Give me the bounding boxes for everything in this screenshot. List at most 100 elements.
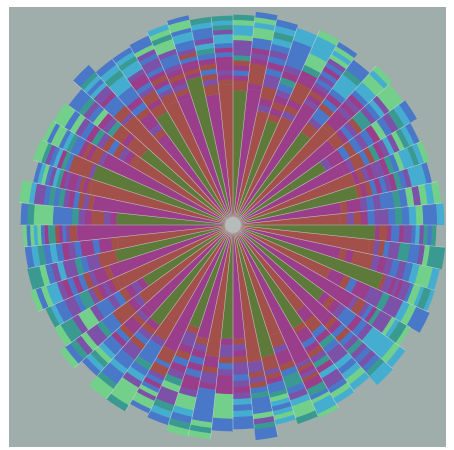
sector-band-41-4-1 — [35, 287, 49, 310]
sector-band-16-4-1 — [431, 246, 441, 269]
sector-band-59-1-2 — [215, 56, 233, 63]
sector-band-36-2-1 — [117, 348, 136, 365]
sector-separator-36 — [106, 224, 234, 400]
sector-band-12-4-1 — [416, 163, 428, 185]
sector-band-34-3-2 — [136, 388, 157, 402]
sector-band-12-2-0 — [383, 174, 393, 193]
sector-band-23-0-1 — [299, 309, 314, 323]
sector-band-37-0-2 — [131, 312, 146, 327]
sector-band-2-3-0 — [268, 49, 289, 61]
sector-band-8-3-0 — [364, 102, 381, 122]
sector-band-18-3-2 — [413, 286, 425, 307]
sector-band-51-2-1 — [102, 116, 118, 134]
sector-band-22-0-2 — [327, 319, 343, 335]
sector-band-19-0-2 — [338, 274, 352, 290]
sector-band-27-1-2 — [265, 375, 284, 385]
sector-band-1-4-0 — [253, 21, 276, 31]
sector-separator-52 — [73, 80, 234, 226]
sector-band-29-3-0 — [233, 391, 252, 400]
sector-band-24-4-1 — [330, 382, 351, 399]
sector-band-39-3-2 — [71, 314, 89, 335]
sector-separator-48 — [33, 159, 234, 226]
sector-inner-36 — [149, 225, 233, 326]
sector-band-40-0-2 — [101, 281, 113, 298]
sector-band-47-3-0 — [51, 167, 61, 188]
sector-band-49-2-2 — [65, 133, 79, 153]
sector-band-48-0-0 — [87, 162, 98, 180]
sector-band-49-2-0 — [73, 137, 87, 157]
sector-band-9-0-1 — [325, 153, 339, 168]
sector-band-22-4-2 — [373, 365, 394, 386]
sector-band-45-4-2 — [20, 202, 29, 225]
sector-separator-1 — [232, 12, 256, 226]
sector-band-13-1-0 — [359, 196, 369, 212]
sector-band-50-4-1 — [58, 106, 76, 128]
sector-band-8-4-0 — [376, 91, 395, 112]
sector-inner-24 — [233, 225, 304, 329]
sector-band-14-4-2 — [435, 202, 445, 225]
sector-band-17-3-2 — [408, 263, 421, 285]
sector-band-18-4-2 — [423, 289, 436, 312]
sector-band-57-1-0 — [180, 59, 199, 69]
sector-band-13-4-2 — [430, 181, 442, 204]
sector-band-35-1-0 — [149, 333, 166, 348]
sector-band-35-0-0 — [161, 317, 177, 330]
sector-band-27-3-2 — [271, 401, 292, 412]
sector-band-7-1-2 — [340, 101, 357, 118]
sector-band-4-2-1 — [299, 70, 318, 84]
sector-band-14-3-1 — [408, 205, 417, 225]
sector-band-2-2-0 — [265, 67, 283, 79]
sector-band-21-1-0 — [331, 303, 347, 319]
sector-band-33-3-2 — [155, 392, 177, 406]
sector-band-26-3-1 — [288, 387, 309, 401]
sector-band-46-4-2 — [18, 180, 28, 204]
sector-band-30-2-0 — [216, 374, 233, 383]
sector-separator-44 — [24, 224, 234, 248]
sector-band-35-3-1 — [122, 371, 143, 389]
sector-band-2-3-2 — [271, 37, 293, 49]
sector-band-41-1-0 — [87, 270, 99, 288]
sector-separator-9 — [232, 100, 405, 226]
sector-inner-53 — [162, 139, 233, 225]
sector-band-32-4-0 — [170, 411, 193, 424]
sector-band-4-1-1 — [291, 87, 309, 101]
sector-band-4-3-1 — [306, 52, 328, 68]
sector-band-5-1-0 — [310, 85, 328, 100]
sector-band-15-1-1 — [390, 225, 396, 243]
sector-band-34-3-0 — [140, 380, 161, 394]
sector-band-30-1-0 — [218, 356, 233, 364]
sector-band-0-4-1 — [233, 19, 255, 27]
sector-band-11-0-1 — [355, 168, 366, 184]
sector-band-39-1-0 — [118, 287, 133, 303]
sector-band-25-2-1 — [306, 381, 326, 394]
sector-band-4-3-2 — [309, 47, 331, 63]
sector-band-11-0-0 — [350, 170, 361, 186]
sector-band-41-4-2 — [30, 289, 44, 312]
sector-band-57-4-1 — [168, 19, 191, 30]
sector-separator-26 — [232, 224, 319, 417]
sector-band-41-0-1 — [98, 266, 110, 283]
sector-band-24-1-2 — [307, 344, 324, 359]
sector-inner-11 — [233, 172, 356, 225]
sector-band-52-4-1 — [76, 68, 96, 88]
sector-band-25-0-2 — [298, 364, 316, 376]
sector-band-33-0-1 — [183, 330, 198, 342]
sector-inner-39 — [142, 225, 233, 287]
sector-band-47-0-1 — [81, 177, 91, 194]
sector-band-11-4-0 — [407, 145, 420, 167]
sector-band-56-1-1 — [167, 72, 186, 84]
sector-band-56-4-0 — [151, 33, 173, 47]
sector-band-9-4-1 — [393, 104, 411, 126]
sector-band-12-2-1 — [387, 173, 398, 192]
sector-band-44-3-0 — [40, 225, 46, 246]
sector-band-44-0-1 — [69, 225, 74, 243]
sector-band-30-3-0 — [214, 393, 233, 401]
sector-band-33-2-0 — [169, 361, 187, 374]
sector-band-35-2-0 — [138, 349, 156, 365]
sector-band-27-2-2 — [268, 388, 288, 399]
sector-band-19-0-1 — [332, 271, 345, 287]
sector-band-16-4-0 — [426, 245, 436, 268]
sector-band-48-0-1 — [83, 161, 94, 178]
sector-band-42-3-0 — [56, 261, 68, 281]
sector-separator-38 — [73, 224, 234, 369]
